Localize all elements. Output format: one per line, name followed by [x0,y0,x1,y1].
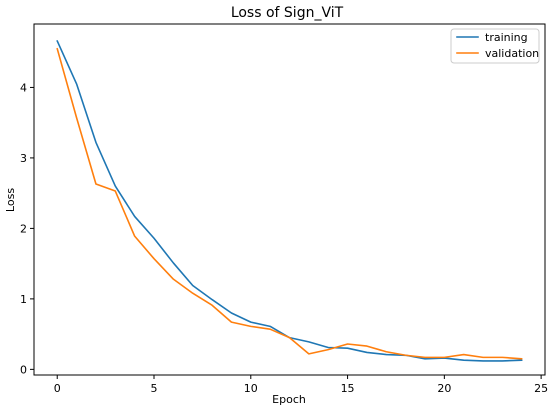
x-tick-label: 15 [341,382,355,395]
x-tick-label: 0 [54,382,61,395]
x-axis-ticks: 0 5 10 15 20 25 [54,375,548,395]
y-tick-label: 0 [20,363,27,376]
x-tick-label: 20 [437,382,451,395]
y-axis-label: Loss [4,188,17,212]
plot-frame [33,23,546,376]
legend: training validation [450,28,540,64]
legend-label-training: training [485,31,528,44]
x-tick-label: 5 [151,382,158,395]
y-tick-label: 3 [20,152,27,165]
x-tick-label: 25 [534,382,548,395]
y-tick-label: 4 [20,81,27,94]
legend-label-validation: validation [485,47,539,60]
training-loss-line [56,40,523,362]
series-lines [56,40,523,362]
validation-loss-line [56,47,523,360]
x-tick-label: 10 [244,382,258,395]
y-tick-label: 1 [20,293,27,306]
y-axis-ticks: 0 1 2 3 4 [20,81,34,376]
y-tick-label: 2 [20,222,27,235]
chart-title: Loss of Sign_ViT [231,5,344,21]
plot-area [33,23,546,376]
x-axis-label: Epoch [272,393,306,406]
